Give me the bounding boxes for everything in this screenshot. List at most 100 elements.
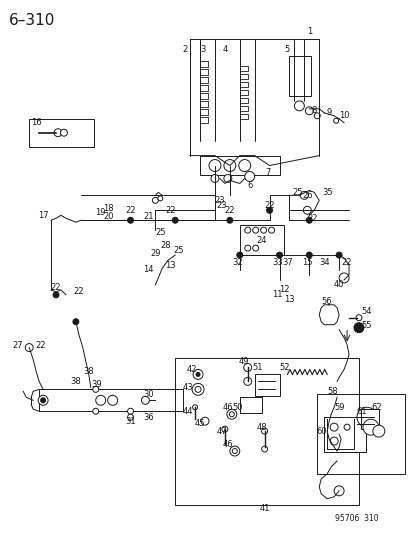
- Text: 10: 10: [338, 111, 349, 120]
- Circle shape: [201, 417, 209, 425]
- Text: 45: 45: [195, 419, 205, 427]
- Circle shape: [243, 364, 251, 372]
- Text: 22: 22: [74, 287, 84, 296]
- Circle shape: [244, 172, 254, 181]
- Bar: [254, 375, 279, 397]
- Text: 9: 9: [326, 108, 331, 117]
- Text: 33: 33: [271, 257, 282, 266]
- Bar: [323, 417, 365, 452]
- Text: 30: 30: [143, 390, 153, 399]
- Text: 13: 13: [283, 295, 294, 304]
- Circle shape: [353, 322, 363, 333]
- Text: 56: 56: [320, 297, 331, 306]
- Text: 36: 36: [142, 413, 153, 422]
- Text: 2: 2: [182, 45, 188, 54]
- Circle shape: [243, 377, 251, 385]
- Text: 39: 39: [91, 380, 102, 389]
- Circle shape: [221, 426, 227, 432]
- Circle shape: [223, 159, 235, 172]
- Circle shape: [93, 408, 98, 414]
- Circle shape: [356, 407, 376, 427]
- Bar: [199, 156, 279, 175]
- Text: 4: 4: [222, 45, 227, 54]
- Text: 27: 27: [12, 341, 23, 350]
- Circle shape: [226, 409, 236, 419]
- Text: 14: 14: [143, 265, 153, 274]
- Text: 51: 51: [252, 363, 262, 372]
- Text: 50: 50: [232, 403, 242, 412]
- Circle shape: [252, 227, 258, 233]
- Text: 34: 34: [318, 257, 329, 266]
- Circle shape: [211, 174, 218, 182]
- Circle shape: [238, 159, 250, 172]
- Circle shape: [261, 446, 267, 452]
- Circle shape: [152, 197, 158, 203]
- Text: 13: 13: [164, 261, 175, 270]
- Text: 32: 32: [232, 257, 242, 266]
- Text: 54: 54: [360, 307, 370, 316]
- Bar: [289, 56, 311, 96]
- Text: 20: 20: [103, 212, 114, 221]
- Circle shape: [232, 449, 237, 454]
- Text: 22: 22: [306, 214, 317, 223]
- Text: 23: 23: [216, 201, 227, 210]
- Text: 43: 43: [183, 383, 193, 392]
- Text: 46: 46: [222, 403, 233, 412]
- Circle shape: [244, 245, 250, 251]
- Circle shape: [223, 174, 231, 182]
- Circle shape: [73, 319, 78, 325]
- Circle shape: [93, 386, 98, 392]
- Text: 15: 15: [301, 257, 312, 266]
- Text: 16: 16: [31, 118, 42, 127]
- Text: 24: 24: [256, 236, 266, 245]
- Text: 35: 35: [321, 188, 332, 197]
- Bar: [239, 225, 284, 255]
- Text: 42: 42: [186, 365, 197, 374]
- Bar: [239, 397, 261, 413]
- Text: 22: 22: [165, 206, 175, 215]
- Circle shape: [53, 292, 59, 298]
- Text: 37: 37: [281, 257, 292, 266]
- Text: 55: 55: [360, 321, 370, 330]
- Circle shape: [25, 344, 33, 352]
- Text: 31: 31: [125, 417, 135, 426]
- Circle shape: [127, 414, 133, 420]
- Bar: [29, 119, 93, 147]
- Circle shape: [192, 369, 202, 379]
- Circle shape: [40, 398, 45, 403]
- Text: 52: 52: [278, 363, 289, 372]
- Text: 22: 22: [51, 284, 61, 293]
- Text: 38: 38: [83, 367, 94, 376]
- Text: 12: 12: [278, 285, 289, 294]
- Text: 1: 1: [306, 27, 311, 36]
- Circle shape: [244, 227, 250, 233]
- Text: 22: 22: [263, 201, 274, 210]
- Circle shape: [338, 273, 348, 283]
- Text: 25: 25: [292, 188, 302, 197]
- Circle shape: [229, 411, 234, 417]
- Text: 40: 40: [353, 325, 363, 334]
- Text: 28: 28: [159, 240, 170, 249]
- Text: 22: 22: [125, 206, 135, 215]
- Text: 25: 25: [155, 228, 165, 237]
- Text: 17: 17: [38, 211, 49, 220]
- Circle shape: [141, 397, 149, 404]
- Circle shape: [260, 227, 266, 233]
- Text: 95706  310: 95706 310: [335, 514, 378, 523]
- Text: 62: 62: [370, 403, 381, 412]
- Text: 21: 21: [143, 212, 153, 221]
- Circle shape: [355, 315, 361, 321]
- Text: 44: 44: [183, 407, 193, 416]
- Text: 6: 6: [247, 181, 252, 190]
- Text: 49: 49: [238, 357, 248, 366]
- Circle shape: [54, 129, 62, 136]
- Text: 60: 60: [315, 426, 326, 435]
- Circle shape: [343, 424, 349, 430]
- Circle shape: [107, 395, 117, 405]
- Text: 22: 22: [224, 206, 235, 215]
- Circle shape: [226, 217, 232, 223]
- Circle shape: [95, 395, 105, 405]
- Bar: [175, 358, 358, 505]
- Text: 22: 22: [341, 257, 351, 266]
- Circle shape: [236, 252, 242, 258]
